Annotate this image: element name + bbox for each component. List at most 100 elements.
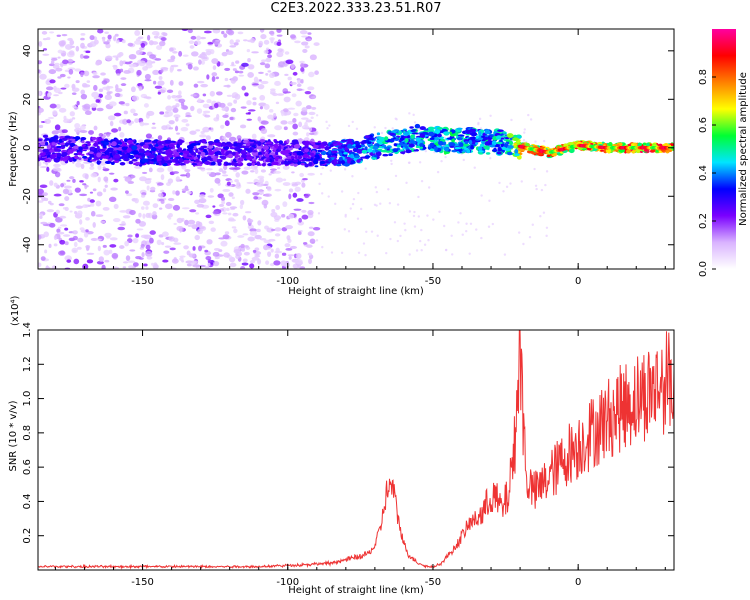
heatmap-cell — [313, 42, 320, 46]
heatmap-cell — [487, 225, 491, 228]
heatmap-cell — [146, 185, 150, 191]
heatmap-cell — [222, 188, 231, 192]
heatmap-cell — [45, 86, 54, 91]
heatmap-cell — [53, 148, 60, 152]
heatmap-cell — [54, 124, 61, 131]
heatmap-cell — [233, 99, 238, 104]
heatmap-cell — [273, 215, 282, 221]
heatmap-cell — [79, 130, 88, 133]
heatmap-cell — [157, 182, 164, 186]
heatmap-cell — [516, 136, 522, 139]
heatmap-xtick-label: 0 — [575, 276, 581, 287]
heatmap-cell — [361, 149, 368, 154]
heatmap-cell — [393, 221, 397, 224]
heatmap-cell — [631, 143, 635, 147]
heatmap-cell — [89, 159, 97, 162]
heatmap-cell — [42, 48, 48, 51]
heatmap-cell — [264, 153, 270, 158]
heatmap-cell — [108, 91, 113, 94]
heatmap-cell — [296, 198, 304, 202]
heatmap-cell — [208, 152, 215, 156]
heatmap-cell — [408, 210, 412, 213]
heatmap-cell — [91, 136, 97, 141]
heatmap-cell — [156, 239, 162, 246]
heatmap-cell — [376, 234, 379, 237]
heatmap-cell — [79, 227, 85, 231]
heatmap-cell — [297, 79, 301, 84]
heatmap-cell — [40, 256, 46, 261]
heatmap-cell — [110, 187, 118, 191]
heatmap-cell — [134, 30, 141, 36]
heatmap-cell — [125, 255, 131, 261]
heatmap-cell — [343, 168, 347, 171]
heatmap-ytick-label: 20 — [22, 93, 33, 106]
heatmap-cell — [404, 228, 407, 232]
heatmap-cell — [265, 260, 270, 265]
heatmap-cell — [72, 104, 77, 109]
heatmap-cell — [106, 39, 111, 42]
heatmap-cell — [233, 228, 238, 234]
heatmap-cell — [491, 140, 497, 146]
heatmap-cell — [469, 222, 473, 226]
heatmap-cell — [134, 198, 139, 204]
heatmap-cell — [135, 233, 139, 238]
heatmap-cell — [184, 168, 191, 173]
heatmap-cell — [351, 202, 355, 206]
heatmap-cell — [438, 140, 444, 146]
heatmap-cell — [89, 166, 95, 170]
heatmap-cell — [216, 91, 223, 96]
heatmap-cell — [45, 266, 51, 269]
heatmap-cell — [391, 127, 394, 130]
heatmap-cell — [600, 149, 604, 152]
heatmap-cell — [475, 142, 479, 145]
heatmap-cell — [38, 143, 41, 147]
heatmap-cell — [115, 57, 119, 61]
heatmap-cell — [224, 231, 230, 235]
heatmap-cell — [79, 180, 84, 183]
heatmap-cell — [207, 262, 211, 267]
heatmap-cell — [333, 158, 337, 164]
heatmap-cell — [314, 70, 319, 75]
heatmap-cell — [301, 41, 309, 46]
heatmap-cell — [245, 188, 251, 194]
heatmap-cell — [191, 151, 195, 156]
heatmap-cell — [202, 93, 207, 97]
heatmap-cell — [372, 149, 376, 154]
heatmap-cell — [69, 176, 75, 180]
heatmap-cell — [442, 224, 446, 228]
heatmap-cell — [151, 158, 155, 162]
heatmap-cell — [437, 133, 442, 138]
heatmap-cell — [125, 190, 129, 194]
heatmap-cell — [128, 123, 132, 126]
heatmap-cell — [153, 35, 159, 39]
heatmap-cell — [204, 249, 209, 253]
heatmap-cell — [275, 101, 280, 105]
heatmap-cell — [131, 158, 138, 162]
heatmap-cell — [111, 151, 116, 156]
heatmap-cell — [82, 146, 89, 150]
heatmap-cell — [291, 93, 297, 98]
heatmap-cell — [145, 206, 149, 210]
heatmap-cell — [340, 251, 344, 255]
heatmap-cell — [340, 139, 348, 142]
heatmap-cell — [469, 128, 477, 133]
heatmap-cell — [308, 71, 315, 78]
heatmap-cell — [93, 84, 98, 91]
heatmap-cell — [134, 165, 142, 169]
heatmap-cell — [270, 168, 277, 171]
heatmap-cell — [307, 252, 312, 256]
heatmap-cell — [458, 142, 464, 147]
heatmap-cell — [244, 211, 252, 214]
heatmap-cell — [489, 157, 492, 160]
heatmap-cell — [295, 100, 302, 107]
heatmap-cell — [382, 154, 389, 157]
heatmap-cell — [238, 251, 243, 257]
heatmap-cell — [215, 76, 220, 80]
heatmap-cell — [165, 105, 173, 112]
heatmap-cell — [46, 37, 51, 41]
heatmap-cell — [134, 118, 140, 123]
heatmap-cell — [198, 197, 207, 204]
heatmap-cell — [63, 234, 71, 237]
heatmap-cell — [57, 231, 65, 235]
heatmap-cell — [44, 197, 49, 202]
